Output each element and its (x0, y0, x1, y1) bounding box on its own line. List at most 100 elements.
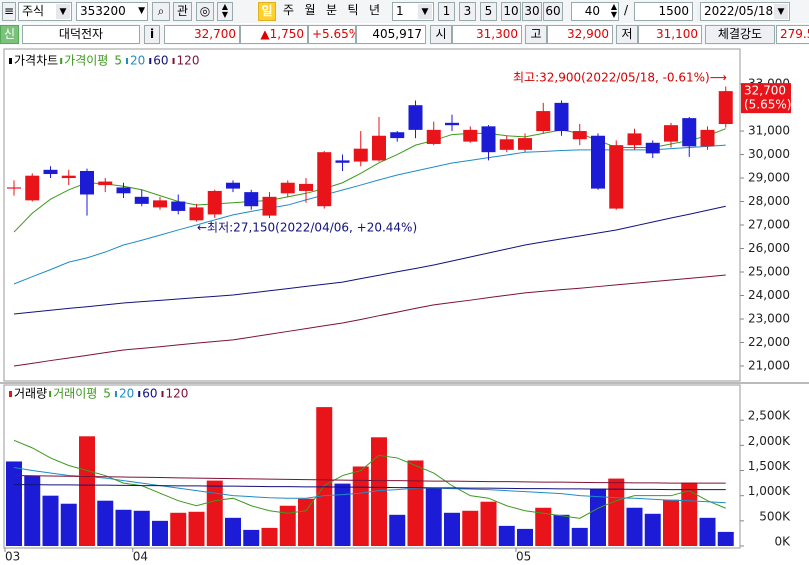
ma-line (14, 484, 726, 491)
period-button[interactable]: 분 (325, 3, 338, 17)
open-label: 시 (430, 25, 452, 44)
credit-badge: 신 (0, 25, 19, 44)
legend-entry: 20 (119, 387, 134, 401)
candle-body (481, 126, 496, 153)
volume-bar (644, 513, 661, 546)
candle-body (682, 118, 697, 147)
max-input[interactable]: 1500 (634, 2, 693, 21)
legend-marker (9, 391, 12, 397)
volume-panel (3, 384, 741, 549)
legend-entry: 20 (130, 54, 145, 68)
period-button[interactable]: 주 (282, 3, 295, 17)
candle-body (189, 207, 204, 221)
volume-bar (553, 514, 570, 546)
legend-entry: 120 (166, 387, 189, 401)
candle-body (645, 142, 660, 154)
low-annotation: ←최저:27,150(2022/04/06, +20.44%) (197, 221, 417, 235)
candle-body (572, 131, 587, 140)
volume-bar (590, 488, 606, 546)
price-panel (3, 48, 741, 382)
strength: 279.5 (776, 25, 809, 44)
legend-marker (60, 58, 63, 64)
candle-body (335, 160, 350, 163)
chart: 21,000 22,000 23,000 24,000 25,000 26,000 27,0… (0, 47, 809, 565)
volume-bar (170, 512, 187, 546)
volume-bar (97, 500, 114, 546)
candle-body (445, 122, 459, 126)
code-input[interactable]: 353200 ▼ (76, 2, 148, 21)
last-rate-label: (5.65%) (744, 98, 791, 112)
quote-bar: 신 대덕전자 i 32,700 ▲1,750 +5.65% 405,917 시 … (0, 24, 809, 45)
date-input[interactable]: 2022/05/18 ▼ (700, 2, 790, 21)
watch-button[interactable]: 관 (173, 2, 192, 21)
y-tick-label: 2,000K (748, 434, 791, 448)
volume-bar (462, 510, 479, 546)
ma-line (13, 475, 726, 484)
ma-line (13, 274, 726, 367)
y-tick-label: 29,000 (748, 171, 790, 185)
period-button[interactable]: 년 (368, 3, 381, 17)
volume-bar (517, 528, 533, 546)
candle-body (718, 91, 733, 124)
market-select[interactable]: 주식 ▼ (18, 2, 72, 21)
candle-body (226, 182, 240, 189)
quick-button[interactable]: 10 (501, 2, 521, 21)
candle-body (116, 187, 131, 194)
y-tick-label: 500K (759, 509, 791, 523)
volume-bar (389, 514, 406, 546)
icon-button[interactable]: ◎ (196, 2, 214, 21)
count-input[interactable]: 40 ▲ ▼ (571, 2, 619, 21)
volume-bar (626, 507, 643, 546)
volume-bar (608, 478, 625, 546)
unit-select[interactable]: 1 ▼ (392, 2, 434, 21)
legend-entry: 5 (114, 54, 122, 68)
period-button[interactable]: 일 (258, 2, 276, 21)
price: 32,700 (164, 25, 240, 44)
candle-body (372, 135, 386, 161)
legend-marker (149, 58, 152, 64)
info-button[interactable]: i (144, 25, 160, 44)
quick-button[interactable]: 5 (480, 2, 497, 21)
y-tick-label: 27,000 (748, 218, 790, 232)
high: 32,900 (547, 25, 613, 44)
volume-bar (115, 509, 132, 546)
quick-button[interactable]: 1 (438, 2, 455, 21)
spinner[interactable]: ▲ ▼ (217, 2, 233, 21)
cal-icon (697, 2, 700, 21)
volume-bar (188, 511, 205, 546)
quick-button[interactable]: 60 (543, 2, 563, 21)
y-tick-label: 2,500K (748, 409, 791, 423)
legend-entry: 120 (177, 54, 200, 68)
quick-button[interactable]: 30 (522, 2, 542, 21)
candle-body (134, 196, 149, 204)
period-button[interactable]: 틱 (347, 3, 359, 17)
candle-body (171, 201, 186, 211)
legend-marker (114, 391, 117, 397)
y-tick-label: 22,000 (748, 335, 790, 349)
volume-bar (498, 525, 515, 546)
candle-body (463, 129, 478, 142)
volume-bar (6, 461, 22, 546)
low-label: 저 (616, 25, 638, 44)
search-button[interactable]: ⌕ (152, 2, 170, 21)
stock-name: 대덕전자 (22, 25, 140, 44)
quick-button[interactable]: 3 (459, 2, 476, 21)
candle-body (353, 148, 368, 162)
menu-icon[interactable]: ≡ (2, 2, 16, 21)
legend-entry: 60 (153, 54, 168, 68)
period-button[interactable]: 월 (304, 3, 316, 17)
volume-bar (316, 407, 333, 546)
candle-body (426, 129, 441, 144)
candle-body (98, 181, 113, 186)
volume-bar (152, 520, 168, 546)
candle-body (536, 111, 551, 132)
candle-body (299, 183, 313, 191)
legend-ma-title: 거래이평 (53, 387, 97, 401)
high-annotation: 최고:32,900(2022/05/18, -0.61%)⟶ (513, 71, 727, 85)
last-price-label: 32,700 (744, 84, 786, 98)
separator: / (624, 3, 629, 17)
candle-body (7, 187, 21, 189)
legend-marker (161, 391, 164, 397)
volume-bar (371, 437, 387, 546)
legend-entry: 5 (103, 387, 111, 401)
